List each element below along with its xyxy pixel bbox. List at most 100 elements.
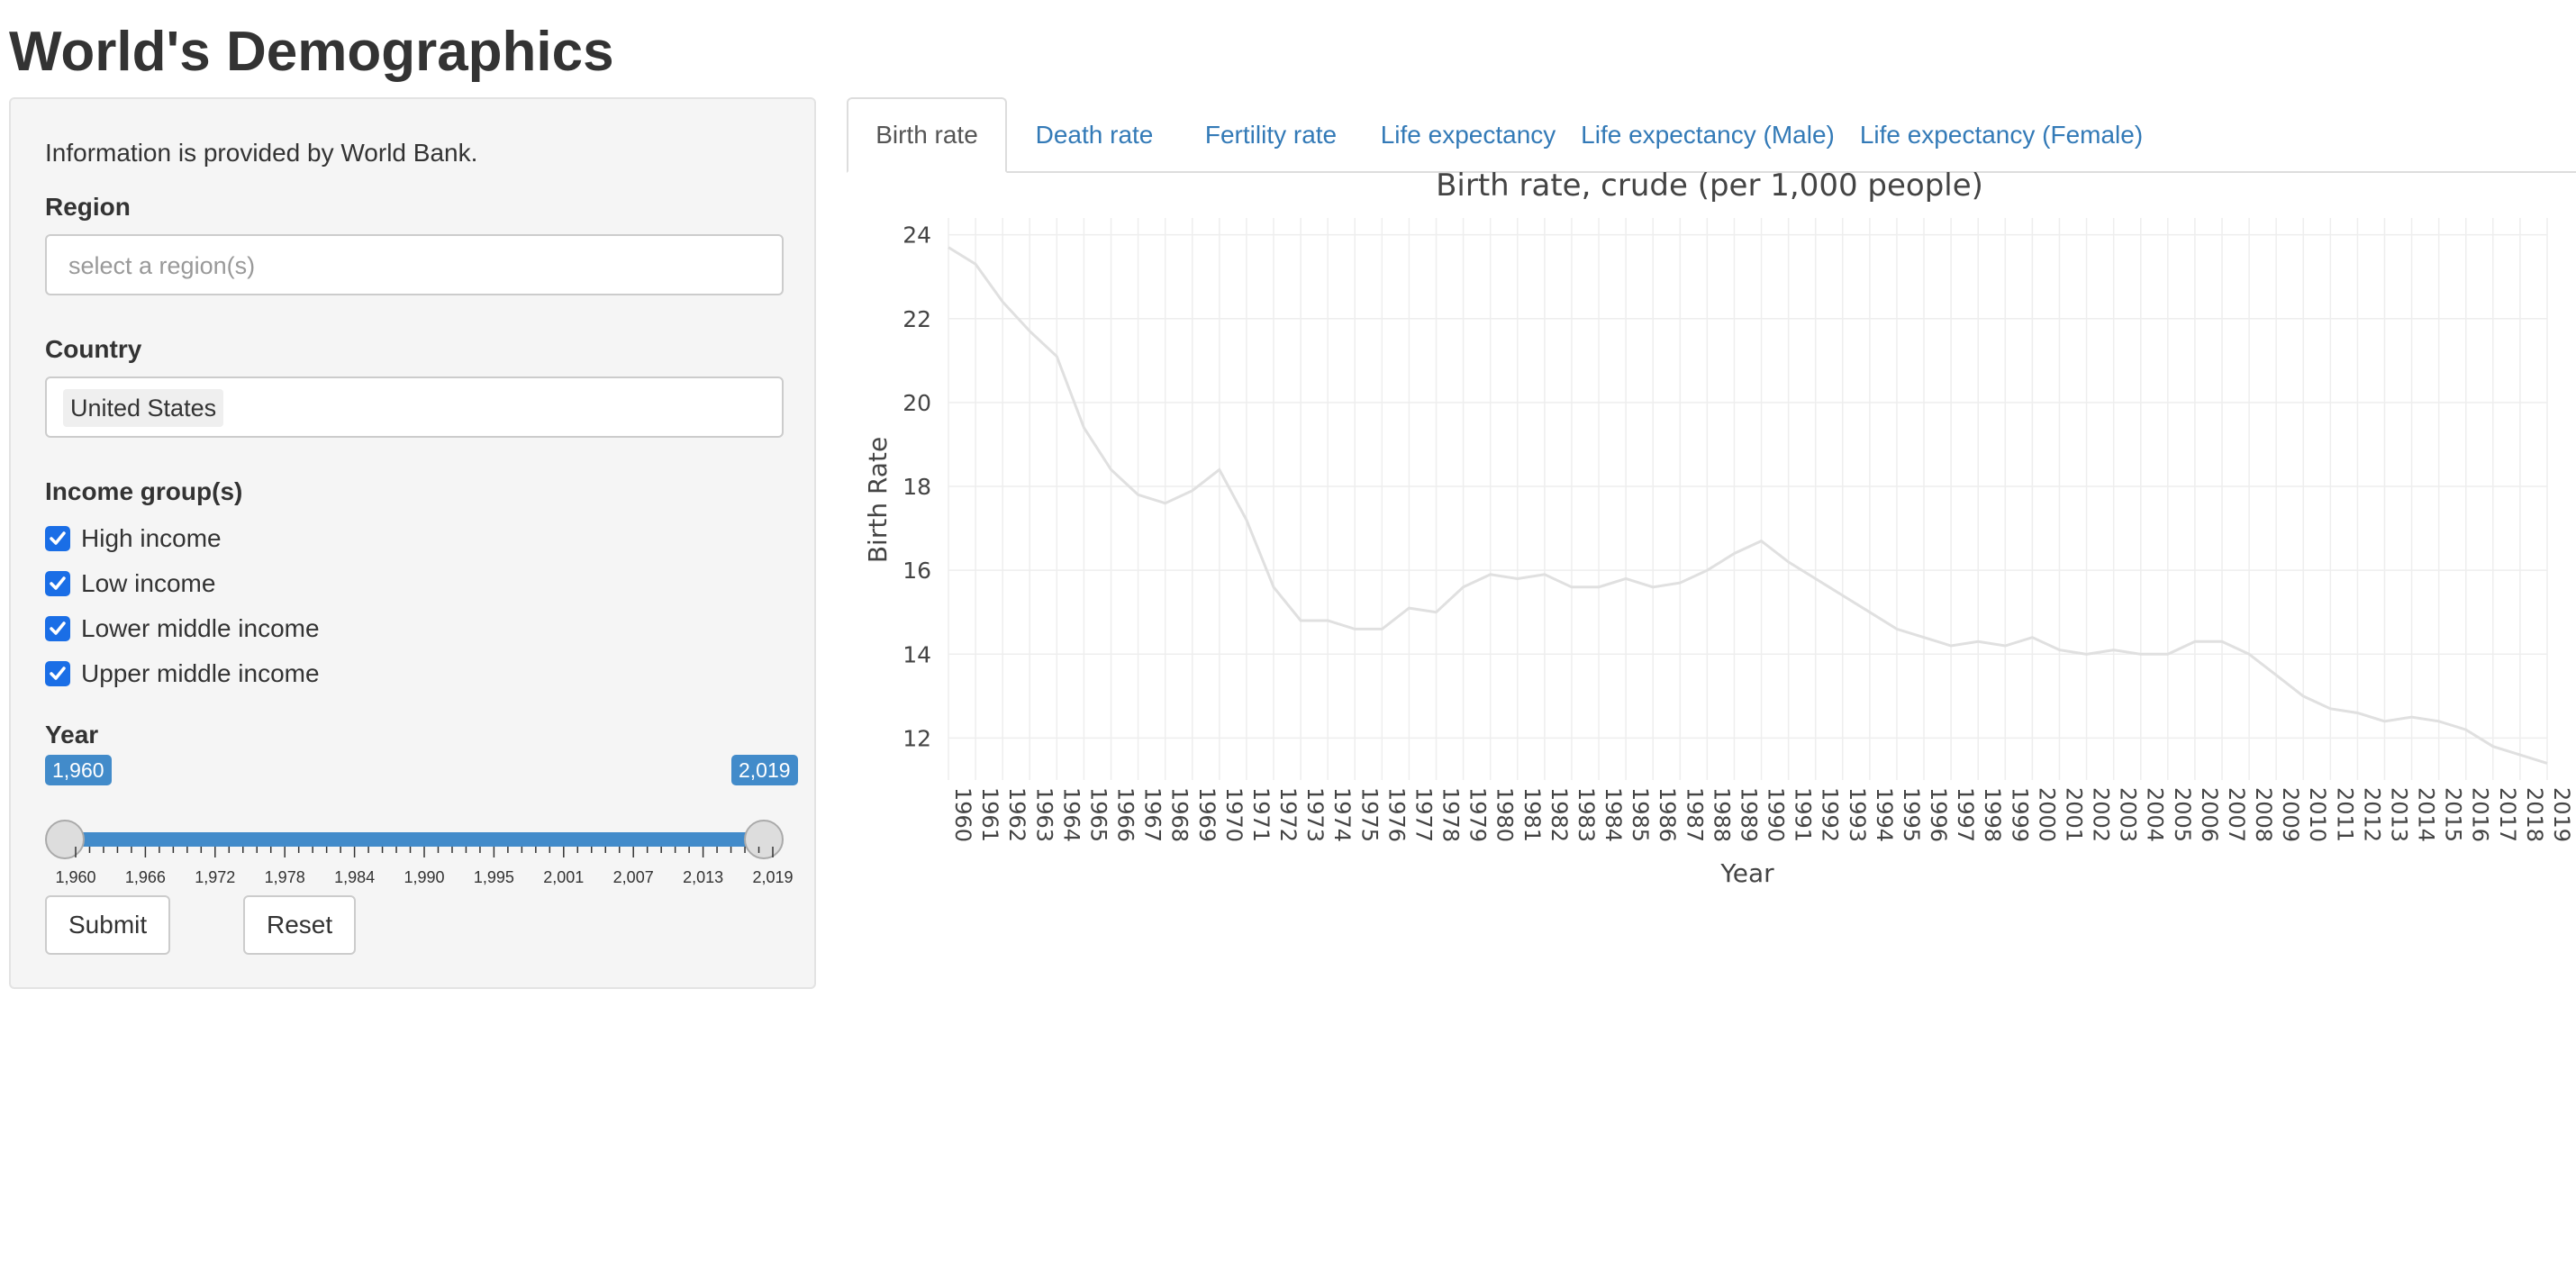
income-option[interactable]: Lower middle income xyxy=(45,612,320,645)
x-tick-label: 1988 xyxy=(1709,787,1734,842)
x-tick-label: 1979 xyxy=(1465,787,1491,842)
x-axis-ticks: 1960 1961 1962 1963 1964 1965 1966 1967 1968 1969… xyxy=(950,787,2574,842)
slider-tick-label: 2,007 xyxy=(613,868,654,886)
region-placeholder: select a region(s) xyxy=(68,252,256,279)
x-tick-label: 1995 xyxy=(1899,787,1924,842)
x-tick-label: 1972 xyxy=(1275,787,1301,842)
slider-tick-label: 2,013 xyxy=(683,868,723,886)
tab-birth-rate[interactable]: Birth rate xyxy=(847,97,1007,173)
page-title: World's Demographics xyxy=(9,21,614,83)
country-label: Country xyxy=(45,335,142,363)
checkbox-checked-icon[interactable] xyxy=(45,616,70,641)
income-option-label: Upper middle income xyxy=(81,659,320,687)
y-tick-label: 18 xyxy=(903,474,931,500)
year-slider-ticks: 1,960 1,966 1,972 1,978 1,984 1,990 1,995 2,001… xyxy=(55,847,793,886)
checkbox-checked-icon[interactable] xyxy=(45,526,70,551)
x-tick-label: 2000 xyxy=(2034,787,2059,842)
chart-title: Birth rate, crude (per 1,000 people) xyxy=(1436,168,1983,204)
x-tick-label: 2015 xyxy=(2441,787,2466,842)
income-option[interactable]: Upper middle income xyxy=(45,658,320,690)
x-tick-label: 1968 xyxy=(1167,787,1193,842)
slider-tick-label: 1,966 xyxy=(125,868,166,886)
x-tick-label: 1991 xyxy=(1791,787,1816,842)
y-tick-label: 14 xyxy=(903,641,931,667)
reset-button[interactable]: Reset xyxy=(243,895,357,955)
y-axis-label: Birth Rate xyxy=(863,437,893,563)
x-tick-label: 1966 xyxy=(1113,787,1138,842)
checkbox-checked-icon[interactable] xyxy=(45,571,70,596)
tab-life-expectancy[interactable]: Life expectancy xyxy=(1380,121,1556,149)
income-option[interactable]: High income xyxy=(45,522,222,555)
tab-bar: Birth rate Death rate Fertility rate Life e… xyxy=(847,97,2576,173)
slider-tick-label: 1,990 xyxy=(404,868,444,886)
x-tick-label: 1976 xyxy=(1383,787,1409,842)
x-tick-label: 1975 xyxy=(1356,787,1382,842)
x-tick-label: 2013 xyxy=(2386,787,2411,842)
x-tick-label: 1989 xyxy=(1736,787,1761,842)
year-max-handle[interactable] xyxy=(744,820,784,859)
x-tick-label: 1999 xyxy=(2007,787,2032,842)
x-tick-label: 1967 xyxy=(1140,787,1166,842)
tab-life-expectancy-male[interactable]: Life expectancy (Male) xyxy=(1581,121,1835,149)
chart-grid xyxy=(948,218,2548,780)
country-chip[interactable]: United States xyxy=(63,389,224,427)
x-tick-label: 2010 xyxy=(2305,787,2330,842)
year-label: Year xyxy=(45,721,99,748)
slider-tick-label: 2,019 xyxy=(752,868,793,886)
income-option[interactable]: Low income xyxy=(45,567,215,600)
slider-tick-label: 1,995 xyxy=(474,868,514,886)
x-tick-label: 2002 xyxy=(2089,787,2114,842)
region-select[interactable]: select a region(s) xyxy=(45,234,784,295)
sidebar-panel: Information is provided by World Bank. R… xyxy=(9,97,816,989)
slider-tick-label: 1,984 xyxy=(334,868,375,886)
x-tick-label: 1971 xyxy=(1248,787,1274,842)
slider-tick-label: 1,972 xyxy=(195,868,235,886)
x-tick-label: 1983 xyxy=(1574,787,1599,842)
x-tick-label: 1962 xyxy=(1004,787,1029,842)
checkbox-checked-icon[interactable] xyxy=(45,661,70,686)
x-tick-label: 1997 xyxy=(1953,787,1978,842)
x-tick-label: 1973 xyxy=(1302,787,1328,842)
x-tick-label: 1969 xyxy=(1194,787,1220,842)
year-slider-track[interactable] xyxy=(65,832,764,847)
slider-tick-label: 1,978 xyxy=(265,868,305,886)
year-slider[interactable]: 1,960 2,019 1,960 1,966 1,972 1,978 1,984 1,9… xyxy=(45,755,798,890)
year-min-handle[interactable] xyxy=(45,820,85,859)
x-tick-label: 2018 xyxy=(2522,787,2547,842)
x-tick-label: 2006 xyxy=(2197,787,2222,842)
x-tick-label: 1985 xyxy=(1628,787,1653,842)
x-tick-label: 1970 xyxy=(1221,787,1247,842)
x-tick-label: 1996 xyxy=(1926,787,1951,842)
series-line xyxy=(948,246,2548,765)
x-tick-label: 2009 xyxy=(2278,787,2303,842)
x-tick-label: 1986 xyxy=(1655,787,1680,842)
slider-tick-label: 1,960 xyxy=(55,868,95,886)
submit-button[interactable]: Submit xyxy=(45,895,171,955)
x-tick-label: 2003 xyxy=(2116,787,2141,842)
x-tick-label: 1993 xyxy=(1845,787,1870,842)
x-tick-label: 1981 xyxy=(1519,787,1545,842)
x-tick-label: 1992 xyxy=(1818,787,1843,842)
tab-life-expectancy-female[interactable]: Life expectancy (Female) xyxy=(1859,121,2144,149)
y-tick-label: 20 xyxy=(903,390,931,416)
tab-fertility-rate[interactable]: Fertility rate xyxy=(1204,121,1338,149)
x-tick-label: 1984 xyxy=(1601,787,1626,842)
income-option-label: Low income xyxy=(81,569,216,597)
x-tick-label: 1994 xyxy=(1872,787,1897,842)
x-tick-label: 2007 xyxy=(2224,787,2249,842)
x-tick-label: 1963 xyxy=(1031,787,1057,842)
slider-tick-label: 2,001 xyxy=(543,868,584,886)
x-tick-label: 1990 xyxy=(1764,787,1789,842)
x-tick-label: 1978 xyxy=(1438,787,1464,842)
y-tick-label: 22 xyxy=(903,306,931,332)
x-tick-label: 2008 xyxy=(2251,787,2276,842)
x-tick-label: 1961 xyxy=(977,787,1002,842)
country-select[interactable]: United States xyxy=(45,376,784,438)
info-text: Information is provided by World Bank. xyxy=(45,139,478,167)
x-tick-label: 2001 xyxy=(2061,787,2086,842)
tab-death-rate[interactable]: Death rate xyxy=(1035,121,1154,149)
x-tick-label: 2017 xyxy=(2495,787,2520,842)
x-tick-label: 1977 xyxy=(1410,787,1436,842)
x-tick-label: 1987 xyxy=(1682,787,1707,842)
x-tick-label: 2012 xyxy=(2359,787,2384,842)
